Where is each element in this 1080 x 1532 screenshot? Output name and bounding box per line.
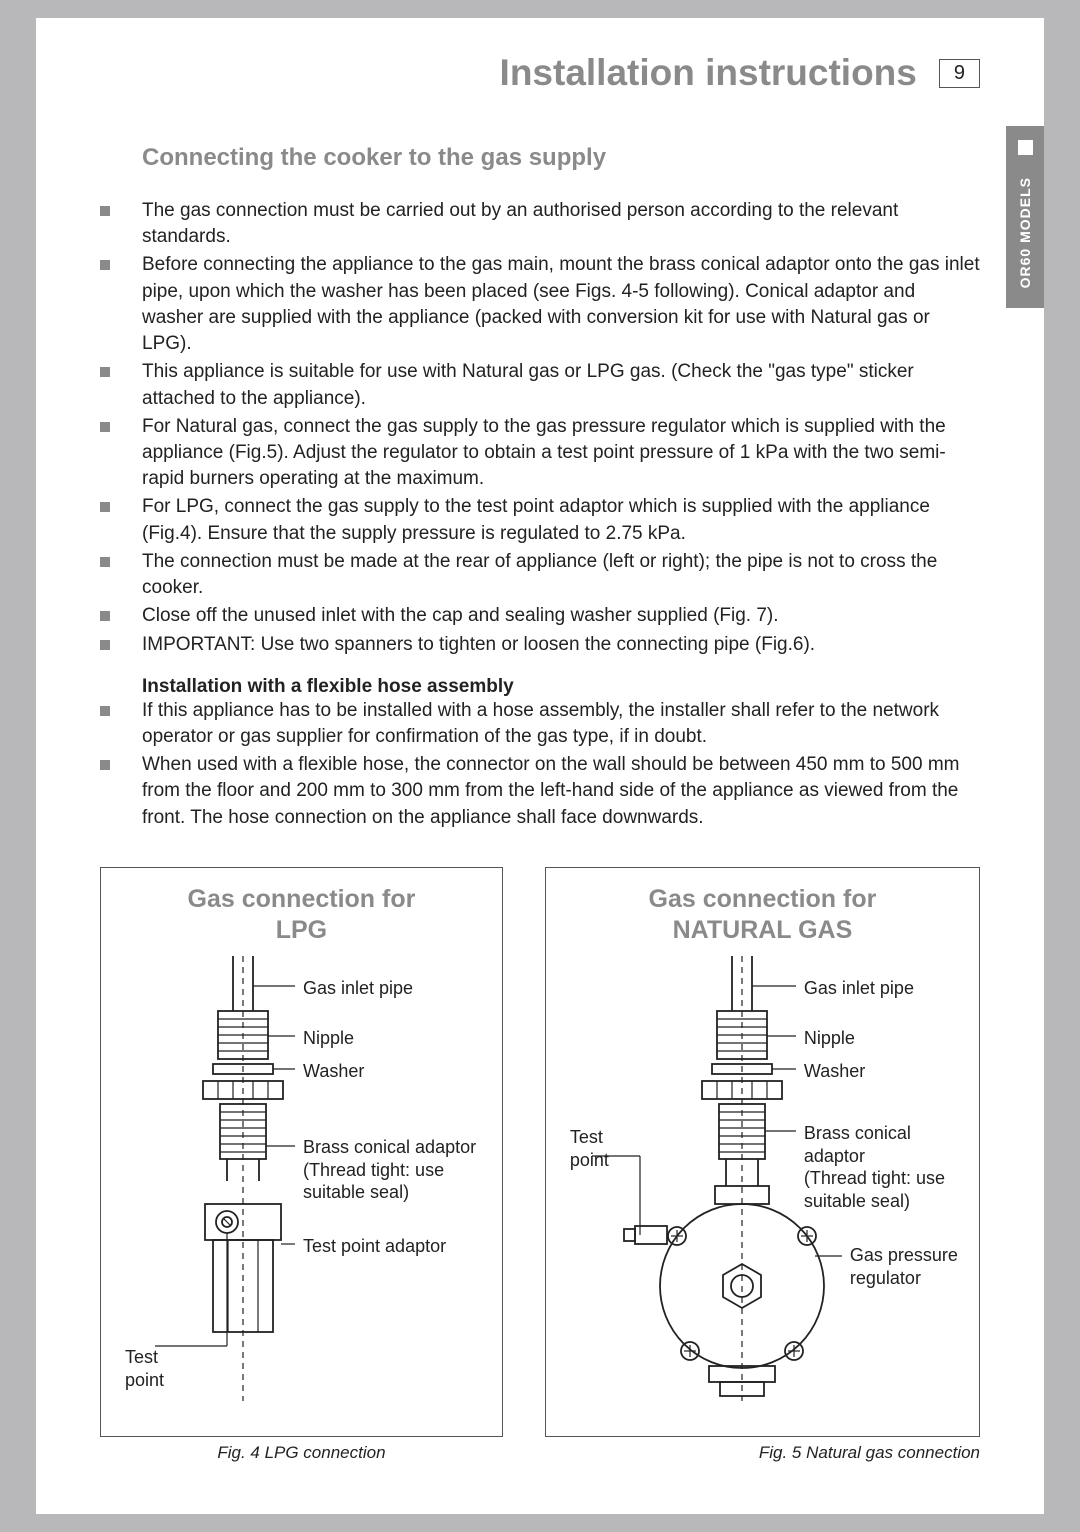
lpg-column: Gas connection for LPG <box>100 867 503 1463</box>
ng-label-adaptor: Brass conical adaptor (Thread tight: use… <box>804 1122 965 1212</box>
side-tab-icon <box>1018 140 1033 155</box>
lpg-label-testpoint: Test point <box>125 1346 164 1391</box>
lpg-adaptor-l2: (Thread tight: use <box>303 1160 444 1180</box>
page-header: Installation instructions 9 <box>100 52 980 94</box>
ng-label-washer: Washer <box>804 1060 865 1083</box>
diagrams-row: Gas connection for LPG <box>100 867 980 1463</box>
list-item: Close off the unused inlet with the cap … <box>142 603 980 629</box>
side-tab-label: OR60 MODELS <box>1017 177 1033 288</box>
section-heading: Connecting the cooker to the gas supply <box>142 144 980 172</box>
ng-label-inlet: Gas inlet pipe <box>804 977 914 1000</box>
lpg-adaptor-l1: Brass conical adaptor <box>303 1137 476 1157</box>
sub-heading: Installation with a flexible hose assemb… <box>142 676 980 698</box>
ng-title-line2: NATURAL GAS <box>673 916 853 944</box>
ng-tp-l2: point <box>570 1150 609 1170</box>
lpg-tp-l2: point <box>125 1370 164 1390</box>
lpg-label-adaptor: Brass conical adaptor (Thread tight: use… <box>303 1136 476 1204</box>
lpg-label-tpadaptor: Test point adaptor <box>303 1235 446 1258</box>
bullet-list-a: The gas connection must be carried out b… <box>100 198 980 658</box>
ng-tp-l1: Test <box>570 1127 603 1147</box>
lpg-title-line1: Gas connection for <box>188 885 416 913</box>
list-item: If this appliance has to be installed wi… <box>142 698 980 750</box>
ng-column: Gas connection for NATURAL GAS <box>545 867 980 1463</box>
ng-title-line1: Gas connection for <box>649 885 877 913</box>
lpg-label-nipple: Nipple <box>303 1027 354 1050</box>
lpg-caption: Fig. 4 LPG connection <box>100 1443 503 1463</box>
bullet-list-b: If this appliance has to be installed wi… <box>100 698 980 831</box>
ng-svg-wrap: Gas inlet pipe Nipple Washer Brass conic… <box>560 946 965 1406</box>
list-item: IMPORTANT: Use two spanners to tighten o… <box>142 632 980 658</box>
lpg-label-washer: Washer <box>303 1060 364 1083</box>
list-item: When used with a flexible hose, the conn… <box>142 752 980 831</box>
page: Installation instructions 9 OR60 MODELS … <box>36 18 1044 1514</box>
ng-adaptor-l2: (Thread tight: use <box>804 1168 945 1188</box>
list-item: For Natural gas, connect the gas supply … <box>142 414 980 493</box>
ng-adaptor-l1: Brass conical adaptor <box>804 1123 911 1166</box>
side-tab: OR60 MODELS <box>1006 126 1044 308</box>
lpg-svg-wrap: Gas inlet pipe Nipple Washer Brass conic… <box>115 946 488 1406</box>
ng-title: Gas connection for NATURAL GAS <box>560 884 965 947</box>
ng-label-regulator: Gas pressure regulator <box>850 1244 958 1289</box>
lpg-diagram: Gas connection for LPG <box>100 867 503 1437</box>
list-item: For LPG, connect the gas supply to the t… <box>142 494 980 546</box>
ng-caption: Fig. 5 Natural gas connection <box>545 1443 980 1463</box>
ng-adaptor-l3: suitable seal) <box>804 1191 910 1211</box>
ng-diagram: Gas connection for NATURAL GAS <box>545 867 980 1437</box>
ng-label-nipple: Nipple <box>804 1027 855 1050</box>
header-title: Installation instructions <box>500 52 917 94</box>
list-item: The connection must be made at the rear … <box>142 549 980 601</box>
lpg-title-line2: LPG <box>276 916 327 944</box>
lpg-title: Gas connection for LPG <box>115 884 488 947</box>
list-item: Before connecting the appliance to the g… <box>142 252 980 357</box>
list-item: The gas connection must be carried out b… <box>142 198 980 250</box>
ng-reg-l2: regulator <box>850 1268 921 1288</box>
ng-label-testpoint: Test point <box>570 1126 609 1171</box>
page-number: 9 <box>939 59 980 88</box>
list-item: This appliance is suitable for use with … <box>142 359 980 411</box>
lpg-tp-l1: Test <box>125 1347 158 1367</box>
lpg-adaptor-l3: suitable seal) <box>303 1182 409 1202</box>
lpg-label-inlet: Gas inlet pipe <box>303 977 413 1000</box>
ng-reg-l1: Gas pressure <box>850 1245 958 1265</box>
